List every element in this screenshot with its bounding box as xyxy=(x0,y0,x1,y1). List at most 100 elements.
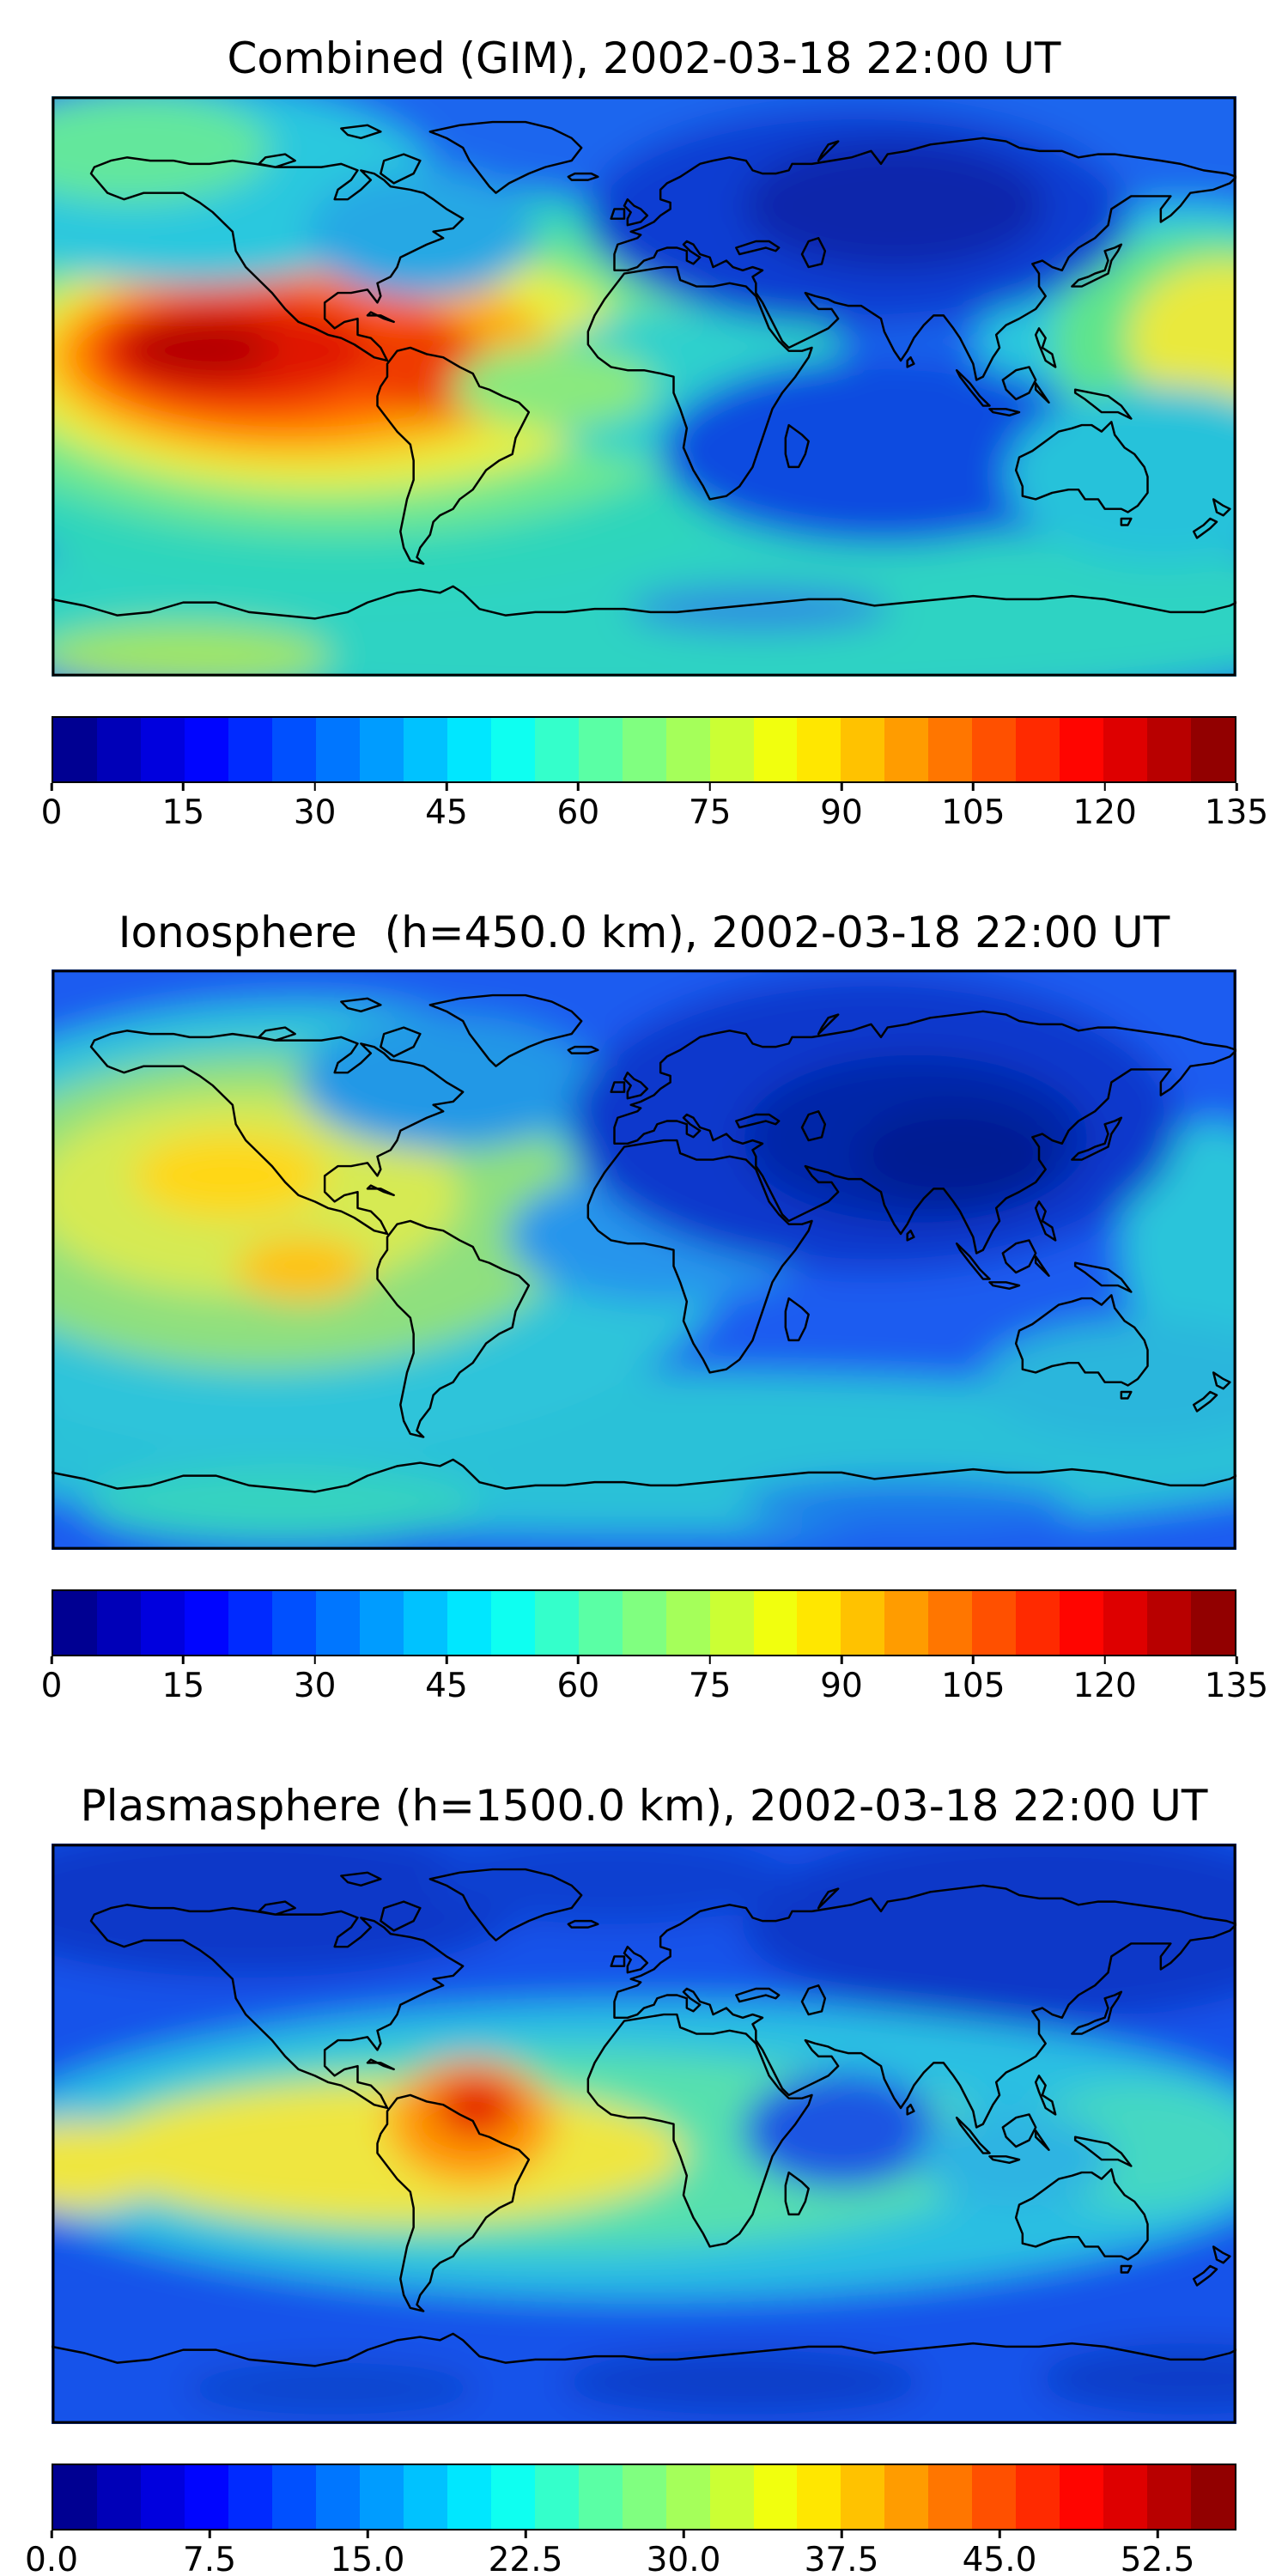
colorbar-tick-mark xyxy=(840,782,843,791)
colorbar-tick-label: 90 xyxy=(820,1667,863,1705)
colorbar-segment xyxy=(447,2464,491,2529)
colorbar-segment xyxy=(96,1591,141,1655)
colorbar-segment xyxy=(140,717,185,781)
tec-field-ionosphere xyxy=(52,969,1236,1550)
colorbar-segment xyxy=(797,717,841,781)
colorbar-tick-label: 90 xyxy=(820,793,863,832)
map-plasmasphere xyxy=(52,1843,1236,2424)
colorbar-tick-label: 135 xyxy=(1204,793,1269,832)
colorbar-segment xyxy=(184,2464,228,2529)
colorbar-segment xyxy=(972,1591,1017,1655)
colorbar-tick-mark xyxy=(1156,2530,1159,2538)
colorbar-tick-label: 7.5 xyxy=(182,2540,237,2576)
colorbar-plasmasphere xyxy=(52,2463,1236,2530)
colorbar-tick-mark xyxy=(313,1656,316,1664)
colorbar-segment xyxy=(622,717,666,781)
colorbar-segment xyxy=(841,2464,885,2529)
colorbar-segment xyxy=(53,1591,97,1655)
colorbar-segment xyxy=(315,2464,360,2529)
colorbar-segment xyxy=(1016,2464,1060,2529)
colorbar-tick-label: 75 xyxy=(688,793,732,832)
colorbar-tick-label: 0.0 xyxy=(24,2540,79,2576)
colorbar-segment xyxy=(447,1591,491,1655)
colorbar-segment xyxy=(622,1591,666,1655)
colorbar-tick-label: 75 xyxy=(688,1667,732,1705)
colorbar-tick-mark xyxy=(577,782,580,791)
colorbar-tick-mark xyxy=(840,2530,843,2538)
colorbar-segment xyxy=(53,717,97,781)
colorbar-segment xyxy=(665,1591,710,1655)
colorbar-segment xyxy=(1147,2464,1192,2529)
colorbar-tick-label: 135 xyxy=(1204,1667,1269,1705)
colorbar-segment xyxy=(753,1591,798,1655)
colorbar-tick-mark xyxy=(524,2530,527,2538)
colorbar-tick-label: 60 xyxy=(556,1667,600,1705)
colorbar-tick-mark xyxy=(1235,1656,1238,1664)
panel-title-plasmasphere: Plasmasphere (h=1500.0 km), 2002-03-18 2… xyxy=(80,1781,1208,1831)
colorbar-tick-mark xyxy=(682,2530,685,2538)
panel-combined: Combined (GIM), 2002-03-18 22:00 UT xyxy=(41,33,1269,833)
colorbar-segment xyxy=(359,1591,404,1655)
colorbar-segment xyxy=(709,1591,754,1655)
map-frame xyxy=(52,969,1236,1550)
colorbar-tick-label: 15 xyxy=(161,793,205,832)
colorbar-tick-label: 105 xyxy=(941,793,1005,832)
colorbar-segment xyxy=(884,717,929,781)
colorbar-tick-mark xyxy=(708,1656,711,1664)
colorbar-tick-label: 120 xyxy=(1072,1667,1137,1705)
colorbar-segment xyxy=(884,2464,929,2529)
colorbar-segment xyxy=(403,2464,447,2529)
colorbar-tick-mark xyxy=(577,1656,580,1664)
panel-title-ionosphere: Ionosphere (h=450.0 km), 2002-03-18 22:0… xyxy=(118,907,1170,957)
tec-field-combined xyxy=(52,95,1236,677)
colorbar-segment xyxy=(1103,717,1148,781)
colorbar-tick-mark xyxy=(1103,782,1106,791)
colorbar-segment xyxy=(403,1591,447,1655)
colorbar-segment xyxy=(1147,1591,1192,1655)
colorbar-tick-mark xyxy=(50,2530,53,2538)
colorbar-segment xyxy=(1147,717,1192,781)
colorbar-segment xyxy=(96,717,141,781)
colorbar-tick-label: 105 xyxy=(941,1667,1005,1705)
colorbar-tick-label: 60 xyxy=(556,793,600,832)
colorbar-segment xyxy=(534,2464,579,2529)
colorbar-segment xyxy=(797,1591,841,1655)
colorbar-segment xyxy=(622,2464,666,2529)
colorbar-tick-label: 0 xyxy=(40,793,63,832)
colorbar-segment xyxy=(315,1591,360,1655)
colorbar-segment xyxy=(1103,2464,1148,2529)
colorbar-tick-mark xyxy=(972,1656,975,1664)
colorbar-segment xyxy=(96,2464,141,2529)
colorbar-ticks-plasmasphere: 0.0 7.5 15.0 22.5 30.0 37.5 45.0 52.5 xyxy=(25,2530,1236,2576)
colorbar-segment xyxy=(140,2464,185,2529)
colorbar-tick-label: 0 xyxy=(40,1667,63,1705)
colorbar-segment xyxy=(534,1591,579,1655)
colorbar-segment xyxy=(534,717,579,781)
panel-ionosphere: Ionosphere (h=450.0 km), 2002-03-18 22:0… xyxy=(41,907,1269,1707)
colorbar-tick-label: 45 xyxy=(425,1667,468,1705)
colorbar-segment xyxy=(53,2464,97,2529)
colorbar-tick-label: 30 xyxy=(293,1667,337,1705)
colorbar-segment xyxy=(490,717,535,781)
map-ionosphere xyxy=(52,969,1236,1550)
colorbar-tick-mark xyxy=(840,1656,843,1664)
colorbar-tick-mark xyxy=(182,782,185,791)
colorbar-tick-mark xyxy=(182,1656,185,1664)
colorbar-segment xyxy=(1016,717,1060,781)
colorbar-segment xyxy=(884,1591,929,1655)
map-combined xyxy=(52,95,1236,677)
colorbar-segment xyxy=(709,717,754,781)
tec-field-plasmasphere xyxy=(52,1843,1236,2424)
colorbar-segment xyxy=(184,1591,228,1655)
panel-plasmasphere: Plasmasphere (h=1500.0 km), 2002-03-18 2… xyxy=(25,1781,1236,2576)
colorbar-segment xyxy=(841,717,885,781)
colorbar-segment xyxy=(228,717,272,781)
colorbar-segment xyxy=(228,2464,272,2529)
world-map-svg-combined xyxy=(52,95,1236,677)
colorbar-tick-label: 30.0 xyxy=(646,2540,721,2576)
colorbar-segment xyxy=(184,717,228,781)
colorbar-segment xyxy=(271,1591,316,1655)
colorbar-tick-label: 45.0 xyxy=(962,2540,1037,2576)
colorbar-tick-label: 37.5 xyxy=(804,2540,879,2576)
